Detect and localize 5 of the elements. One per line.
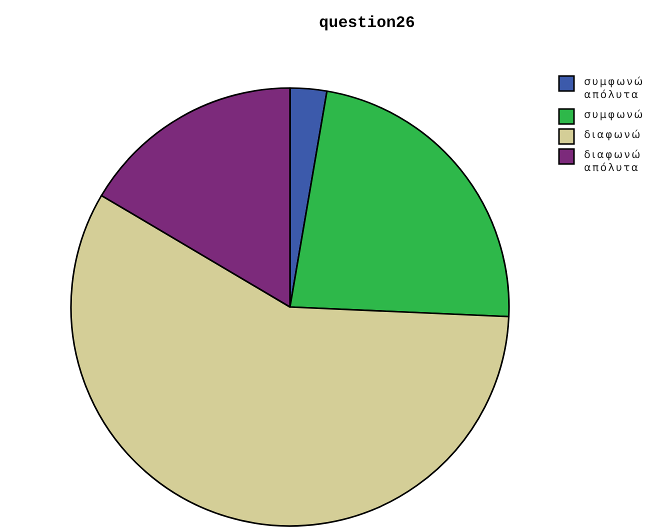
legend-label: διαφωνώ <box>584 129 642 141</box>
legend-label: συμφωνώ <box>584 109 644 121</box>
legend-label: συμφωνώ απόλυτα <box>584 76 644 101</box>
chart-title: question26 <box>318 14 416 32</box>
legend-label: διαφωνώ απόλυτα <box>584 149 642 174</box>
